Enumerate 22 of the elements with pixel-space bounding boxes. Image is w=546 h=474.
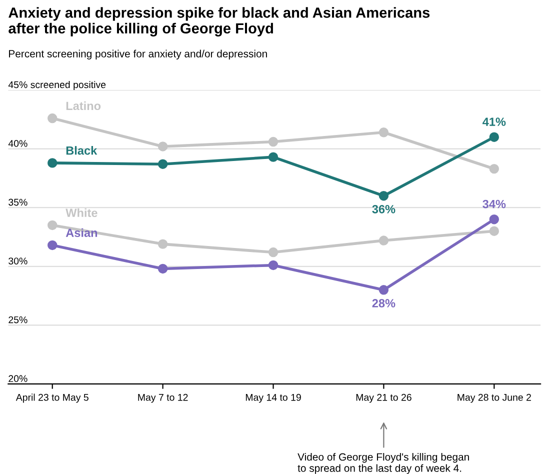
text: Video of George Floyd's killing began to spread on the last day of week 4.	[298, 453, 469, 474]
y-tick-label: 35%	[8, 198, 28, 206]
series-label: Asian	[66, 228, 98, 238]
y-tick-label: 40%	[8, 140, 28, 147]
data-label: 36%	[372, 204, 396, 214]
x-tick-label: May 28 to June 2	[458, 394, 531, 403]
data-label: 34%	[482, 200, 506, 208]
series-label: Black	[66, 146, 98, 155]
data-label: 41%	[482, 118, 506, 126]
x-tick-label: April 23 to May 5	[16, 394, 88, 403]
x-tick-label: May 21 to 26	[356, 394, 412, 403]
series-label: Latino	[66, 101, 101, 110]
y-tick-label: 45% screened positive	[8, 80, 106, 90]
series-label: White	[66, 208, 98, 218]
y-tick-label: 20%	[8, 375, 28, 382]
x-tick-label: May 14 to 19	[246, 394, 301, 403]
data-label: 28%	[372, 299, 396, 308]
y-tick-label: 30%	[8, 258, 28, 264]
chart-title: Anxiety and depression spike for black and Asian Americans after the police killing of George Floyd	[8, 7, 430, 36]
chart-subtitle: Percent screening positive for anxiety and/or depression	[9, 50, 267, 60]
x-tick-label: May 7 to 12	[138, 394, 188, 403]
y-tick-label: 25%	[8, 316, 28, 324]
